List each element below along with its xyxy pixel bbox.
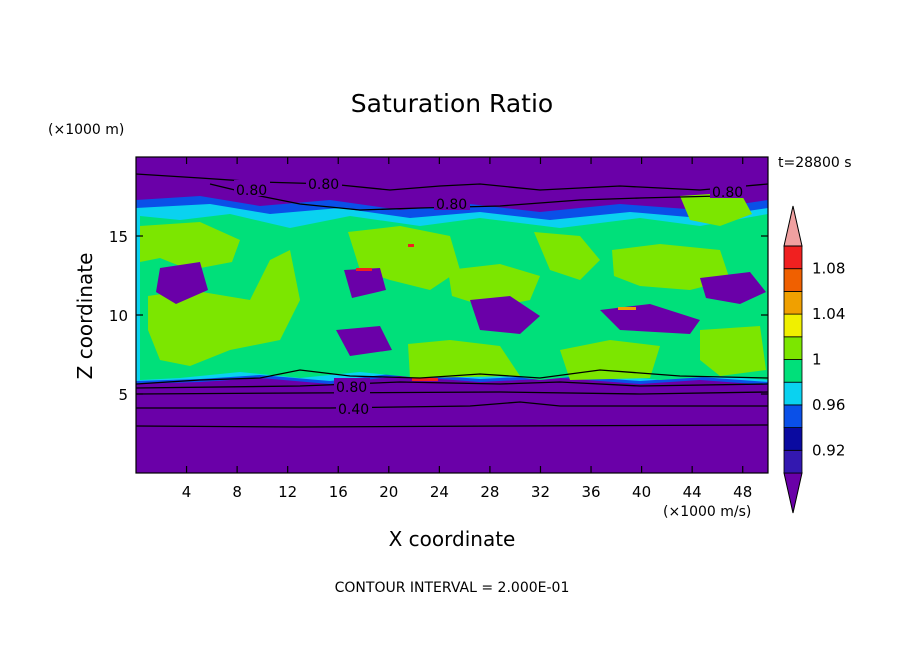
field-spot-orange [618,307,636,310]
x-tick-label: 40 [632,483,651,501]
x-tick-label: 36 [581,483,600,501]
x-tick-label: 24 [430,483,449,501]
colorbar-segment [783,268,803,292]
colorbar-tick-label: 1 [812,351,822,369]
x-tick-label: 8 [232,483,242,501]
colorbar-segment [783,427,803,451]
y-tick-label: 15 [109,228,128,246]
chart-title: Saturation Ratio [351,89,553,118]
field-region-dry-patches [156,262,766,356]
x-axis-label: X coordinate [389,527,516,551]
field-region-green [140,214,768,380]
contour-label: 0.80 [436,197,467,213]
colorbar-bottom-arrow [783,472,803,514]
colorbar-segment [783,336,803,360]
colorbar-tick-label: 0.96 [812,396,845,414]
x-tick-label: 28 [480,483,499,501]
y-tick-label: 5 [118,386,128,404]
x-tick-label: 48 [733,483,752,501]
field-spot-red [356,268,372,271]
y-tick-label: 10 [109,307,128,325]
colorbar-segment [783,359,803,383]
plot-area: 0.80 0.80 0.80 0.80 0.80 0.40 [135,156,769,474]
contour-label: 0.80 [236,183,267,199]
x-unit-label: (×1000 m/s) [663,504,751,520]
contour-label: 0.40 [338,402,369,418]
y-unit-label: (×1000 m) [48,122,124,138]
time-label: t=28800 s [778,155,852,171]
colorbar-tick-label: 1.04 [812,305,845,323]
colorbar-segment [783,290,803,315]
x-tick-label: 32 [531,483,550,501]
y-axis-label: Z coordinate [73,253,97,380]
colorbar-top-arrow [783,205,803,247]
colorbar-segment [783,245,803,270]
colorbar-tick-label: 1.08 [812,260,845,278]
contour-lines [135,173,769,428]
colorbar: 0.92 0.96 1 1.04 1.08 [783,205,845,514]
x-tick-label: 44 [683,483,702,501]
field-spot-red [412,378,438,381]
contour-interval-note: CONTOUR INTERVAL = 2.000E-01 [335,580,570,596]
contour-labels: 0.80 0.80 0.80 0.80 0.80 0.40 [234,174,746,418]
colorbar-tick-label: 0.92 [812,441,845,459]
contour-label: 0.80 [712,185,743,201]
x-tick-label: 4 [182,483,192,501]
colorbar-segment [783,404,803,428]
contour-label: 0.80 [308,177,339,193]
contour-label: 0.80 [336,380,367,396]
colorbar-segment [783,449,803,474]
x-axis-ticks: 4 8 12 16 20 24 28 32 36 40 44 48 [182,157,752,501]
x-tick-label: 12 [278,483,297,501]
field-spot-red [408,244,414,247]
x-tick-label: 20 [379,483,398,501]
x-tick-label: 16 [329,483,348,501]
colorbar-segment [783,381,803,406]
y-axis-ticks: 5 10 15 [109,228,768,404]
colorbar-segment [783,313,803,338]
